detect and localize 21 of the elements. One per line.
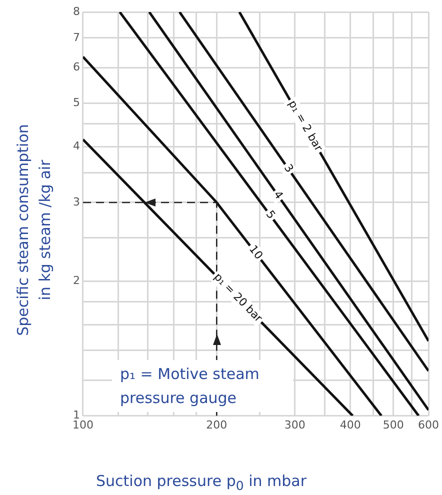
y-tick-label: 4: [73, 139, 80, 152]
y-tick-label: 7: [73, 30, 80, 44]
y-tick-label: 2: [73, 274, 80, 288]
y-tick-label: 5: [73, 96, 80, 110]
text: p₁ = 20 bar: [211, 270, 266, 326]
x-tick-label: 400: [340, 418, 361, 432]
annotation: p₁ = Motive steam pressure gauge: [112, 360, 293, 412]
x-tick-label: 200: [206, 418, 228, 432]
y-tick-label: 3: [73, 195, 80, 208]
y-tick-label: 8: [73, 4, 80, 18]
text: 3: [281, 162, 296, 175]
text: 5: [263, 208, 278, 222]
x-tick-label: 300: [284, 418, 306, 432]
x-axis-title: Suction pressure p$_{0}$ in mbar: [96, 472, 307, 493]
x-tick-label: 600: [418, 418, 439, 432]
y-axis-title: Specific steam consumption in kg steam /kg air: [13, 123, 55, 338]
text: 10: [246, 242, 266, 262]
text: 4: [271, 188, 286, 202]
x-tick-label: 500: [382, 418, 404, 432]
text: p₁ = 2 bar: [286, 98, 326, 154]
y-tick-label: 6: [73, 60, 80, 74]
